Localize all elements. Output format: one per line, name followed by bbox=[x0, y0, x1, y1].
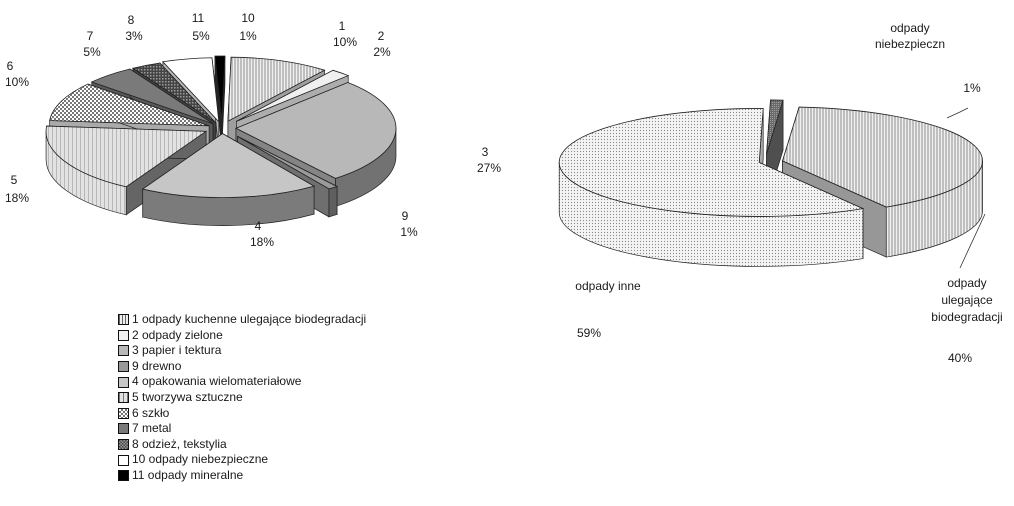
legend-swatch-icon bbox=[118, 361, 129, 373]
legend-item: 9 drewno bbox=[118, 359, 366, 375]
slice-value-7: 5% bbox=[83, 45, 101, 59]
legend-item: 4 opakowania wielomateriałowe bbox=[118, 374, 366, 390]
slice-label-6: 6 bbox=[7, 59, 14, 73]
slice-label-odpady-niebezpieczn: odpady niebezpieczn bbox=[875, 21, 945, 51]
legend-swatch-icon bbox=[118, 329, 129, 341]
slice-label-5: 5 bbox=[11, 173, 18, 187]
legend-item: 3 papier i tektura bbox=[118, 343, 366, 359]
legend-swatch-icon bbox=[118, 423, 129, 435]
slice-value-6: 10% bbox=[5, 75, 29, 89]
legend: 1 odpady kuchenne ulegające biodegradacj… bbox=[118, 312, 366, 484]
slice-odpady-inne bbox=[558, 108, 865, 267]
legend-item: 10 odpady niebezpieczne bbox=[118, 452, 366, 468]
pie-chart-waste-composition bbox=[45, 55, 397, 226]
legend-label: 4 opakowania wielomateriałowe bbox=[132, 374, 302, 389]
legend-label: 8 odzież, tekstylia bbox=[132, 436, 227, 451]
slice-value-2: 2% bbox=[373, 45, 391, 59]
slice-label-11: 11 bbox=[192, 11, 205, 25]
slice-value-11: 5% bbox=[192, 29, 210, 43]
legend-item: 11 odpady mineralne bbox=[118, 468, 366, 484]
slice-label-10: 10 bbox=[241, 11, 255, 25]
slice-value-8: 3% bbox=[125, 29, 143, 43]
legend-item: 7 metal bbox=[118, 421, 366, 437]
legend-label: 2 odpady zielone bbox=[132, 327, 223, 342]
legend-label: 9 drewno bbox=[132, 358, 182, 373]
legend-label: 11 odpady mineralne bbox=[132, 467, 244, 482]
legend-swatch-icon bbox=[118, 314, 129, 326]
slice-4 bbox=[141, 132, 316, 226]
slice-label-8: 8 bbox=[128, 13, 135, 27]
legend-item: 5 tworzywa sztuczne bbox=[118, 390, 366, 406]
slice-label-odpady-ulegaj-ce-biodegradacji: odpady ulegające biodegradacji bbox=[931, 276, 1002, 324]
legend-swatch-icon bbox=[118, 454, 129, 466]
slice-label-4: 4 bbox=[255, 219, 262, 233]
slice-value-odpady-ulegaj-ce-biodegradacji: 40% bbox=[948, 351, 972, 365]
legend-swatch-icon bbox=[118, 392, 129, 404]
slice-value-odpady-inne: 59% bbox=[577, 326, 601, 340]
slice-value-4: 18% bbox=[250, 235, 274, 249]
legend-item: 8 odzież, tekstylia bbox=[118, 437, 366, 453]
slice-label-2: 2 bbox=[378, 29, 385, 43]
slice-label-3: 3 bbox=[482, 145, 489, 159]
legend-label: 3 papier i tektura bbox=[132, 343, 222, 358]
legend-label: 10 odpady niebezpieczne bbox=[132, 452, 269, 467]
slice-label-odpady-inne: odpady inne bbox=[575, 279, 641, 293]
legend-swatch-icon bbox=[118, 439, 129, 451]
pie2-slice-labels: odpady niebezpieczn 1% odpady ulegające biode… bbox=[575, 21, 1002, 365]
slice-value-3: 27% bbox=[477, 161, 501, 175]
slice-value-1: 10% bbox=[333, 35, 357, 49]
legend-item: 1 odpady kuchenne ulegające biodegradacj… bbox=[118, 312, 366, 328]
legend-label: 7 metal bbox=[132, 421, 172, 436]
slice-value-9: 1% bbox=[400, 225, 418, 239]
slice-label-7: 7 bbox=[87, 29, 94, 43]
pie-chart-waste-types bbox=[558, 99, 983, 267]
legend-item: 6 szkło bbox=[118, 406, 366, 422]
legend-label: 1 odpady kuchenne ulegające biodegradacj… bbox=[132, 312, 367, 326]
legend-swatch-icon bbox=[118, 345, 129, 357]
legend-label: 6 szkło bbox=[132, 405, 170, 420]
legend-swatch-icon bbox=[118, 376, 129, 388]
leader-line-biodegradable bbox=[959, 213, 986, 269]
legend-swatch-icon bbox=[118, 470, 129, 482]
slice-value-5: 18% bbox=[5, 191, 29, 205]
legend-item: 2 odpady zielone bbox=[118, 328, 366, 344]
slice-value-odpady-niebezpieczn: 1% bbox=[963, 81, 981, 95]
legend-swatch-icon bbox=[118, 407, 129, 419]
legend-label: 5 tworzywa sztuczne bbox=[132, 389, 243, 404]
leader-line-hazardous bbox=[946, 107, 969, 119]
slice-value-10: 1% bbox=[239, 29, 257, 43]
slice-10 bbox=[214, 55, 226, 149]
slice-label-9: 9 bbox=[402, 209, 409, 223]
slice-label-1: 1 bbox=[339, 19, 346, 33]
pie1-slice-labels: 1 10% 2 2% 3 27% 9 1% 4 18% 5 18% 6 10% 7 5% 8 3% 11 5% 10 1% bbox=[5, 11, 501, 249]
